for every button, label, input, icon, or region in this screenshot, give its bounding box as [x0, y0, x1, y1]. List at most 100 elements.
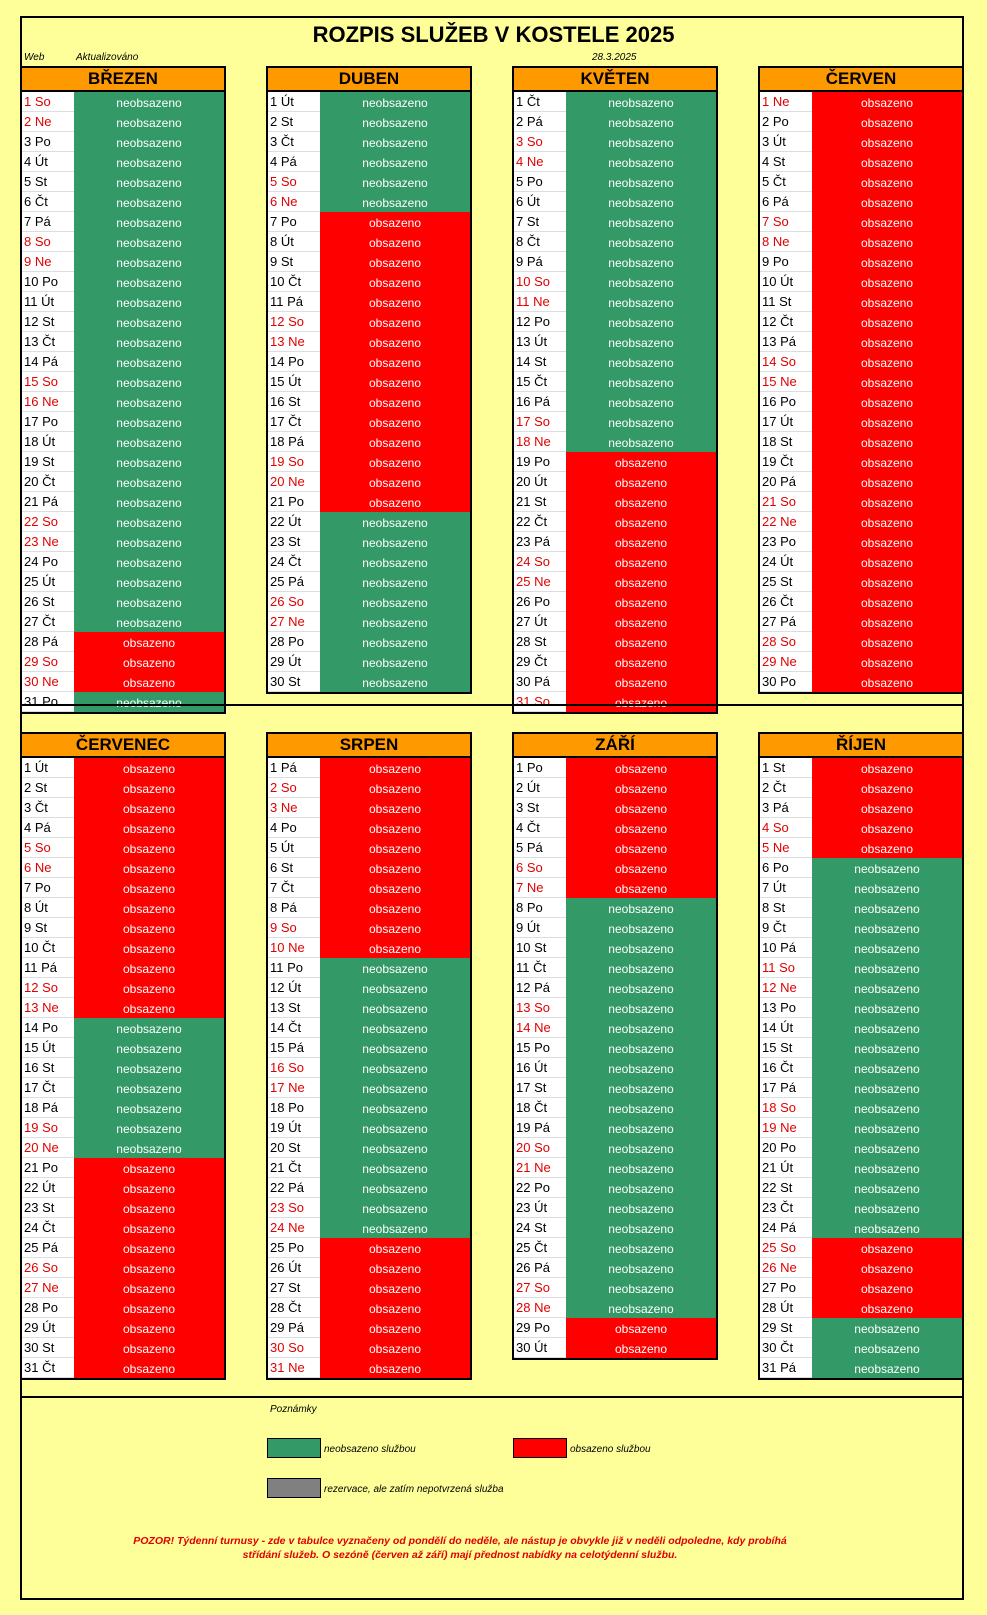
month-header: BŘEZEN [22, 68, 224, 92]
day-row: 21 Ne neobsazeno [514, 1158, 716, 1178]
status-busy: obsazeno [74, 1358, 224, 1378]
day-label: 11 Út [22, 292, 74, 312]
day-row: 5 Ne obsazeno [760, 838, 962, 858]
status-busy: obsazeno [812, 552, 962, 572]
day-label: 22 Čt [514, 512, 566, 532]
day-row: 17 Čt obsazeno [268, 412, 470, 432]
status-free: neobsazeno [74, 132, 224, 152]
day-row: 17 Ne neobsazeno [268, 1078, 470, 1098]
day-row: 14 St neobsazeno [514, 352, 716, 372]
status-free: neobsazeno [566, 392, 716, 412]
day-row: 22 Pá neobsazeno [268, 1178, 470, 1198]
status-free: neobsazeno [74, 612, 224, 632]
day-label: 3 St [514, 798, 566, 818]
day-label: 7 Po [22, 878, 74, 898]
day-label: 2 So [268, 778, 320, 798]
legend-free-text: neobsazeno službou [324, 1444, 416, 1455]
day-label: 4 Pá [22, 818, 74, 838]
status-busy: obsazeno [320, 232, 470, 252]
day-row: 7 St neobsazeno [514, 212, 716, 232]
day-row: 22 Ne obsazeno [760, 512, 962, 532]
month-header: DUBEN [268, 68, 470, 92]
status-busy: obsazeno [566, 818, 716, 838]
month-table: ZÁŘÍ 1 Po obsazeno 2 Út obsazeno 3 St obsazeno… [512, 732, 718, 1360]
day-label: 24 Pá [760, 1218, 812, 1238]
day-row: 25 Pá neobsazeno [268, 572, 470, 592]
status-free: neobsazeno [812, 1098, 962, 1118]
day-label: 11 Čt [514, 958, 566, 978]
day-row: 26 So obsazeno [22, 1258, 224, 1278]
day-row: 12 So obsazeno [22, 978, 224, 998]
status-busy: obsazeno [320, 798, 470, 818]
status-free: neobsazeno [74, 692, 224, 712]
day-row: 6 Pá obsazeno [760, 192, 962, 212]
day-row: 9 Pá neobsazeno [514, 252, 716, 272]
status-free: neobsazeno [566, 92, 716, 112]
status-busy: obsazeno [320, 858, 470, 878]
status-free: neobsazeno [812, 1198, 962, 1218]
day-label: 26 Čt [760, 592, 812, 612]
day-row: 16 So neobsazeno [268, 1058, 470, 1078]
status-busy: obsazeno [812, 212, 962, 232]
day-row: 19 Pá neobsazeno [514, 1118, 716, 1138]
day-row: 12 St neobsazeno [22, 312, 224, 332]
day-row: 6 Po neobsazeno [760, 858, 962, 878]
day-label: 4 Čt [514, 818, 566, 838]
day-row: 13 Pá obsazeno [760, 332, 962, 352]
day-row: 26 Po obsazeno [514, 592, 716, 612]
day-label: 9 Ne [22, 252, 74, 272]
day-row: 26 Pá neobsazeno [514, 1258, 716, 1278]
day-row: 30 Čt neobsazeno [760, 1338, 962, 1358]
day-label: 4 Ne [514, 152, 566, 172]
day-label: 5 So [22, 838, 74, 858]
day-row: 18 Po neobsazeno [268, 1098, 470, 1118]
status-busy: obsazeno [566, 472, 716, 492]
day-label: 30 St [268, 672, 320, 692]
status-free: neobsazeno [320, 192, 470, 212]
day-row: 10 Pá neobsazeno [760, 938, 962, 958]
status-free: neobsazeno [812, 1218, 962, 1238]
day-label: 4 Pá [268, 152, 320, 172]
status-busy: obsazeno [320, 412, 470, 432]
day-label: 30 Čt [760, 1338, 812, 1358]
day-label: 23 Po [760, 532, 812, 552]
day-row: 8 Út obsazeno [22, 898, 224, 918]
day-row: 11 Čt neobsazeno [514, 958, 716, 978]
status-busy: obsazeno [812, 92, 962, 112]
day-label: 2 Po [760, 112, 812, 132]
day-label: 18 Pá [268, 432, 320, 452]
day-label: 15 Út [22, 1038, 74, 1058]
day-label: 18 Ne [514, 432, 566, 452]
status-free: neobsazeno [812, 978, 962, 998]
day-row: 19 Út neobsazeno [268, 1118, 470, 1138]
status-free: neobsazeno [320, 552, 470, 572]
day-row: 25 St obsazeno [760, 572, 962, 592]
day-row: 24 St neobsazeno [514, 1218, 716, 1238]
month-table: DUBEN 1 Út neobsazeno 2 St neobsazeno 3 Čt neo… [266, 66, 472, 694]
day-label: 4 Po [268, 818, 320, 838]
day-label: 17 So [514, 412, 566, 432]
day-label: 27 Po [760, 1278, 812, 1298]
day-row: 20 So neobsazeno [514, 1138, 716, 1158]
status-busy: obsazeno [74, 838, 224, 858]
day-label: 1 St [760, 758, 812, 778]
day-row: 5 So obsazeno [22, 838, 224, 858]
status-busy: obsazeno [812, 372, 962, 392]
status-free: neobsazeno [320, 1018, 470, 1038]
day-row: 13 Po neobsazeno [760, 998, 962, 1018]
day-label: 3 Pá [760, 798, 812, 818]
day-label: 29 Po [514, 1318, 566, 1338]
day-row: 23 St obsazeno [22, 1198, 224, 1218]
day-row: 3 So neobsazeno [514, 132, 716, 152]
day-row: 11 Po neobsazeno [268, 958, 470, 978]
status-free: neobsazeno [566, 978, 716, 998]
status-free: neobsazeno [320, 92, 470, 112]
day-label: 14 Pá [22, 352, 74, 372]
page-title: ROZPIS SLUŽEB V KOSTELE 2025 [312, 22, 675, 47]
status-busy: obsazeno [812, 112, 962, 132]
day-row: 6 St obsazeno [268, 858, 470, 878]
day-row: 22 Čt obsazeno [514, 512, 716, 532]
day-label: 8 Ne [760, 232, 812, 252]
day-row: 26 Ne obsazeno [760, 1258, 962, 1278]
legend-free-swatch [267, 1438, 321, 1458]
